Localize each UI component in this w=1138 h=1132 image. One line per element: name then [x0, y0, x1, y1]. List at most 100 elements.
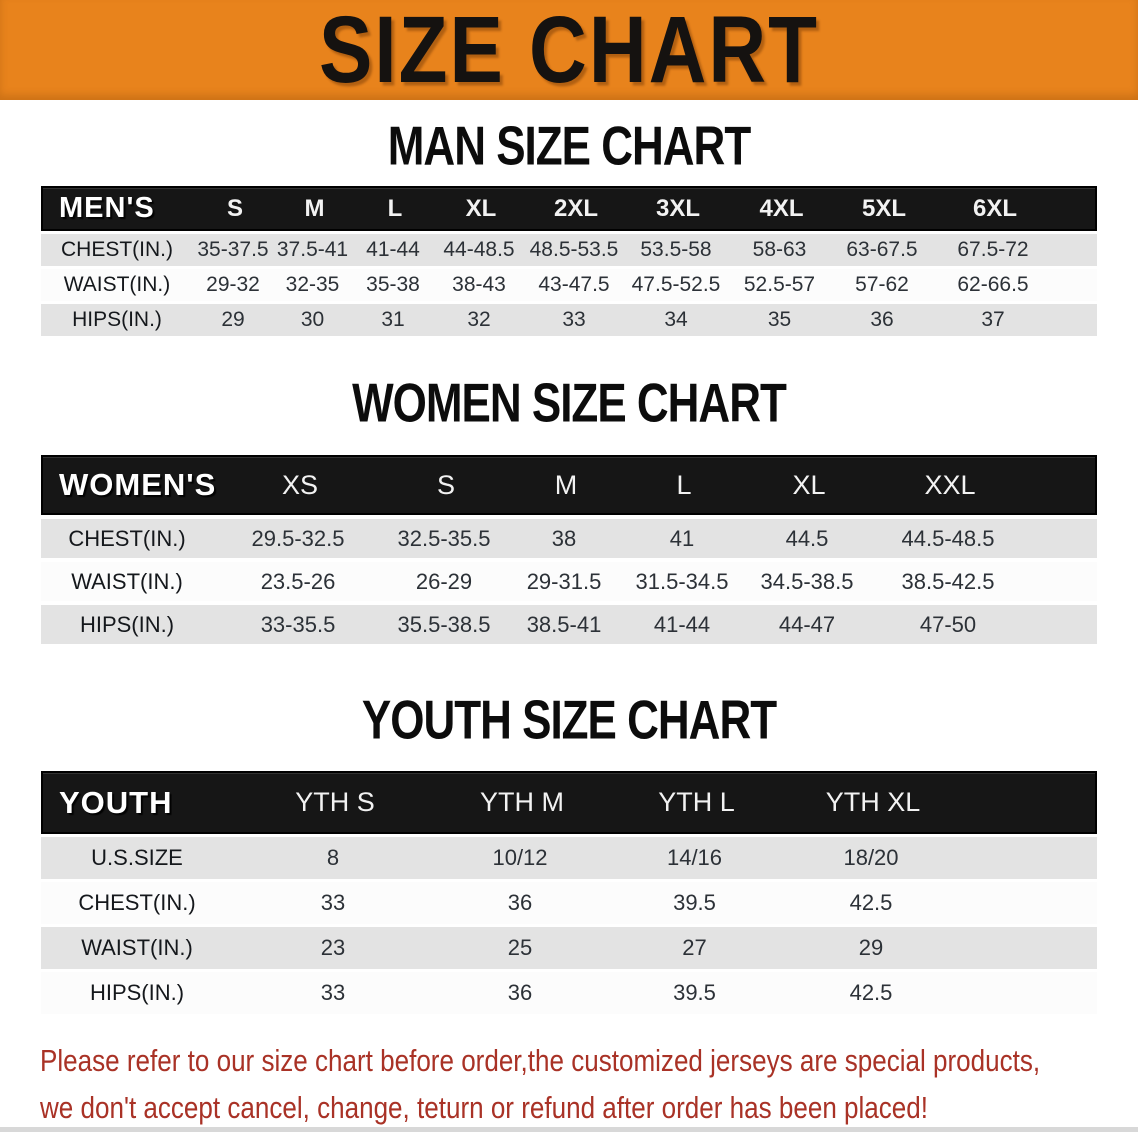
men-waist-in-m: 32-35	[285, 273, 340, 296]
men-chest-in-s: 35-37.5	[197, 238, 269, 261]
women-chest-in-xxl: 44.5-48.5	[901, 525, 995, 551]
men-col-2xl: 2XL	[553, 194, 598, 222]
youth-waist-in-yth-m: 25	[507, 935, 533, 960]
men-col-xl: XL	[465, 194, 497, 222]
youth-col-yth-l: YTH L	[658, 787, 735, 817]
women-col-m: M	[554, 469, 578, 500]
youth-col-yth-s: YTH S	[295, 787, 375, 817]
men-waist-in-4xl: 52.5-57	[743, 273, 816, 296]
youth-u-s-size-yth-s: 8	[326, 845, 340, 870]
men-hips-in-m: 30	[300, 308, 325, 331]
men-row-label-chest-in: CHEST(IN.)	[61, 238, 173, 261]
youth-row-chest-in: CHEST(IN.) 33 36 39.5 42.5	[41, 882, 1097, 924]
bottom-edge-strip	[0, 1127, 1138, 1132]
women-hips-in-m: 38.5-41	[526, 611, 602, 637]
youth-row-hips-in: HIPS(IN.) 33 36 39.5 42.5	[41, 972, 1097, 1014]
youth-chest-in-yth-l: 39.5	[673, 890, 716, 915]
men-chest-in-5xl: 63-67.5	[846, 238, 918, 261]
women-hips-in-s: 35.5-38.5	[397, 611, 491, 637]
men-row-label-hips-in: HIPS(IN.)	[72, 308, 162, 331]
women-table-title: WOMEN'S	[59, 467, 217, 502]
men-chest-in-6xl: 67.5-72	[957, 238, 1029, 261]
youth-chest-in-yth-s: 33	[320, 890, 346, 915]
men-chest-in-3xl: 53.5-58	[640, 238, 712, 261]
women-size-table: WOMEN'S XS S M L XL XXL CHEST(IN.) 29.5-32.5 32.5…	[41, 455, 1097, 644]
women-hips-in-xxl: 47-50	[919, 611, 977, 637]
youth-row-label-hips-in: HIPS(IN.)	[89, 980, 185, 1005]
women-col-xxl: XXL	[924, 469, 976, 500]
youth-row-u-s-size: U.S.SIZE 8 10/12 14/16 18/20	[41, 837, 1097, 879]
men-waist-in-6xl: 62-66.5	[957, 273, 1029, 296]
youth-size-table: YOUTH YTH S YTH M YTH L YTH XL U.S.SIZE 8 10/12…	[41, 771, 1097, 1014]
women-section-heading-text: WOMEN SIZE CHART	[352, 372, 787, 434]
women-waist-in-xs: 23.5-26	[260, 568, 336, 594]
women-chest-in-xs: 29.5-32.5	[251, 525, 345, 551]
youth-row-label-u-s-size: U.S.SIZE	[91, 845, 183, 870]
youth-row-label-chest-in: CHEST(IN.)	[78, 890, 196, 915]
youth-section-heading-text: YOUTH SIZE CHART	[361, 689, 777, 751]
men-hips-in-6xl: 37	[981, 308, 1005, 331]
men-col-3xl: 3XL	[655, 194, 700, 222]
youth-hips-in-yth-l: 39.5	[673, 980, 716, 1005]
men-hips-in-xl: 32	[467, 308, 491, 331]
women-waist-in-m: 29-31.5	[526, 568, 602, 594]
order-notice: Please refer to our size chart before or…	[0, 1037, 1138, 1131]
men-table-title: MEN'S	[59, 192, 155, 224]
men-chest-in-m: 37.5-41	[276, 238, 349, 261]
youth-chest-in-yth-xl: 42.5	[849, 890, 893, 915]
men-hips-in-5xl: 36	[870, 308, 894, 331]
men-chest-in-l: 41-44	[366, 238, 420, 261]
women-hips-in-xl: 44-47	[778, 611, 836, 637]
men-hips-in-s: 29	[221, 308, 245, 331]
women-hips-in-l: 41-44	[653, 611, 711, 637]
men-col-l: L	[387, 194, 403, 222]
youth-waist-in-yth-l: 27	[682, 935, 707, 960]
women-chest-in-s: 32.5-35.5	[397, 525, 491, 551]
men-row-chest-in: CHEST(IN.) 35-37.5 37.5-41 41-44 44-48.5 48.5…	[41, 234, 1097, 266]
women-chest-in-m: 38	[551, 525, 577, 551]
men-waist-in-3xl: 47.5-52.5	[631, 273, 721, 296]
women-hips-in-xs: 33-35.5	[260, 611, 336, 637]
men-size-table: MEN'S S M L XL 2XL 3XL 4XL 5XL 6XL CHEST(IN.) 35-37…	[41, 186, 1097, 336]
men-row-hips-in: HIPS(IN.) 29 30 31 32 33 34 35 36 37	[41, 304, 1097, 336]
men-hips-in-l: 31	[381, 308, 405, 331]
men-hips-in-2xl: 33	[562, 308, 586, 331]
youth-u-s-size-yth-xl: 18/20	[843, 845, 899, 870]
youth-u-s-size-yth-l: 14/16	[666, 845, 723, 870]
women-row-label-waist-in: WAIST(IN.)	[71, 568, 183, 594]
youth-section-heading: YOUTH SIZE CHART	[0, 690, 1138, 751]
men-col-6xl: 6XL	[972, 194, 1017, 222]
men-waist-in-2xl: 43-47.5	[538, 273, 610, 296]
youth-col-yth-xl: YTH XL	[825, 787, 921, 817]
women-chest-in-l: 41	[669, 525, 695, 551]
youth-u-s-size-yth-m: 10/12	[492, 845, 548, 870]
men-row-waist-in: WAIST(IN.) 29-32 32-35 35-38 38-43 43-47.5 47.…	[41, 269, 1097, 301]
men-row-label-waist-in: WAIST(IN.)	[63, 273, 171, 296]
banner: SIZE CHART	[0, 0, 1138, 102]
men-chest-in-2xl: 48.5-53.5	[529, 238, 619, 261]
women-col-xs: XS	[281, 469, 319, 500]
youth-table-title: YOUTH	[59, 784, 173, 820]
women-section-heading: WOMEN SIZE CHART	[0, 373, 1138, 434]
men-section-heading: MAN SIZE CHART	[0, 116, 1138, 177]
men-chest-in-4xl: 58-63	[752, 238, 807, 261]
youth-hips-in-yth-xl: 42.5	[849, 980, 893, 1005]
women-chest-in-xl: 44.5	[785, 525, 829, 551]
men-waist-in-l: 35-38	[366, 273, 420, 296]
youth-col-yth-m: YTH M	[480, 787, 564, 817]
youth-row-waist-in: WAIST(IN.) 23 25 27 29	[41, 927, 1097, 969]
men-hips-in-4xl: 35	[767, 308, 792, 331]
women-row-chest-in: CHEST(IN.) 29.5-32.5 32.5-35.5 38 41 44.5 44.5…	[41, 519, 1097, 558]
men-section-heading-text: MAN SIZE CHART	[387, 115, 751, 177]
men-chest-in-xl: 44-48.5	[443, 238, 515, 261]
women-row-label-chest-in: CHEST(IN.)	[68, 525, 186, 551]
women-col-xl: XL	[792, 469, 826, 500]
men-col-m: M	[304, 194, 325, 222]
men-waist-in-xl: 38-43	[452, 273, 506, 296]
men-table-header-row: MEN'S S M L XL 2XL 3XL 4XL 5XL 6XL	[41, 186, 1097, 231]
youth-chest-in-yth-m: 36	[507, 890, 533, 915]
women-row-label-hips-in: HIPS(IN.)	[79, 611, 175, 637]
women-col-s: S	[436, 469, 455, 500]
women-row-hips-in: HIPS(IN.) 33-35.5 35.5-38.5 38.5-41 41-44 44-…	[41, 605, 1097, 644]
